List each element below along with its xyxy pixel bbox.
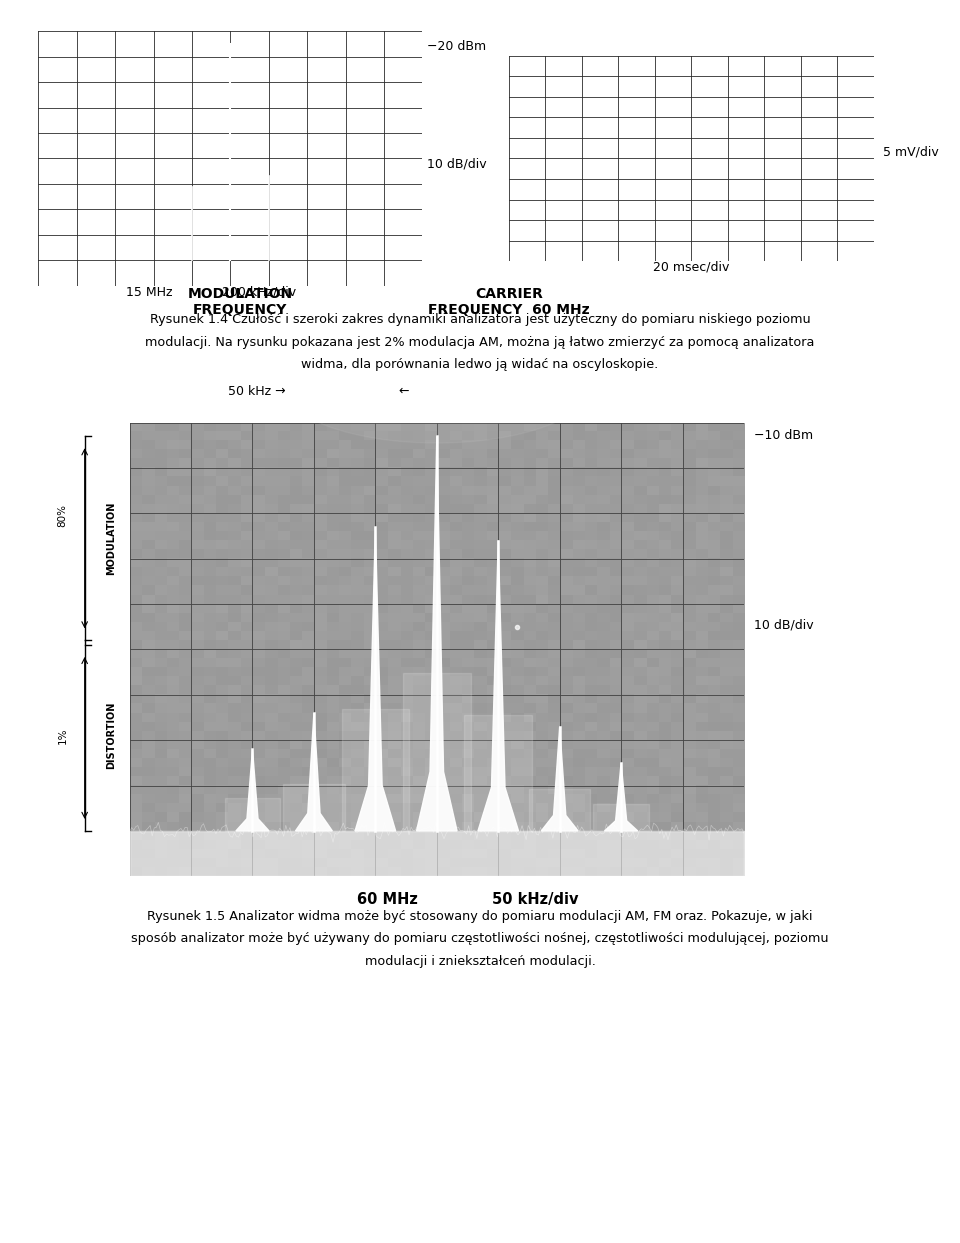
Text: Rysunek 1.4 Czułość i szeroki zakres dynamiki analizatora jest użyteczny do pomi: Rysunek 1.4 Czułość i szeroki zakres dyn…: [150, 313, 810, 326]
Polygon shape: [478, 541, 518, 832]
Text: 10 dB/div: 10 dB/div: [427, 158, 487, 170]
Text: sposób analizator może być używany do pomiaru częstotliwości nośnej, częstotliwo: sposób analizator może być używany do po…: [132, 932, 828, 945]
Text: 50 kHz →: 50 kHz →: [228, 385, 286, 398]
Polygon shape: [417, 436, 457, 832]
Ellipse shape: [283, 329, 590, 443]
Text: DISTORTION: DISTORTION: [107, 702, 116, 769]
Text: −10 dBm: −10 dBm: [754, 429, 813, 441]
Text: 15 MHz: 15 MHz: [126, 286, 172, 298]
Text: CARRIER
FREQUENCY  60 MHz: CARRIER FREQUENCY 60 MHz: [428, 287, 589, 317]
Text: 20 msec/div: 20 msec/div: [653, 261, 730, 273]
Text: 10 dB/div: 10 dB/div: [754, 618, 813, 631]
Text: Rysunek 1.5 Analizator widma może być stosowany do pomiaru modulacji AM, FM oraz: Rysunek 1.5 Analizator widma może być st…: [147, 910, 813, 922]
Polygon shape: [605, 763, 637, 832]
Polygon shape: [296, 713, 332, 832]
Polygon shape: [541, 727, 578, 832]
Text: −20 dBm: −20 dBm: [427, 40, 487, 52]
Polygon shape: [236, 750, 269, 832]
Text: 200 kHz/div: 200 kHz/div: [222, 286, 297, 298]
Polygon shape: [355, 527, 396, 832]
Text: modulacji i zniekształceń modulacji.: modulacji i zniekształceń modulacji.: [365, 955, 595, 967]
Text: ←: ←: [398, 385, 408, 398]
Text: modulacji. Na rysunku pokazana jest 2% modulacja AM, można ją łatwo zmierzyć za : modulacji. Na rysunku pokazana jest 2% m…: [145, 336, 815, 348]
Text: 1%: 1%: [58, 727, 67, 743]
Text: MODULATION
FREQUENCY: MODULATION FREQUENCY: [187, 287, 293, 317]
Text: widma, dla porównania ledwo ją widać na oscyloskopie.: widma, dla porównania ledwo ją widać na …: [301, 358, 659, 370]
Text: MODULATION: MODULATION: [107, 502, 116, 576]
Text: 60 MHz: 60 MHz: [357, 891, 419, 906]
Text: 5 mV/div: 5 mV/div: [883, 145, 939, 158]
Text: 80%: 80%: [58, 505, 67, 527]
Text: 50 kHz/div: 50 kHz/div: [492, 891, 578, 906]
